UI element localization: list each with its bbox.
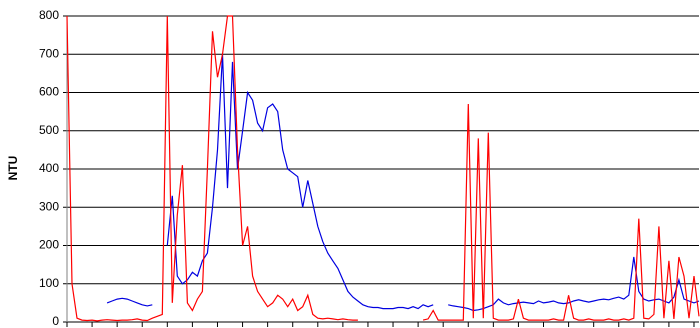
y-tick-label: 800 [39,8,59,22]
y-tick-label: 0 [52,314,59,328]
y-axis-label: NTU [6,156,20,181]
y-tick-label: 200 [39,238,59,252]
series-line [66,15,700,322]
y-tick-label: 600 [39,85,59,99]
y-tick-label: 700 [39,46,59,60]
series-line [106,54,700,312]
y-tick-label: 100 [39,276,59,290]
y-tick-label: 500 [39,123,59,137]
y-tick-label: 400 [39,161,59,175]
y-tick-label: 300 [39,199,59,213]
